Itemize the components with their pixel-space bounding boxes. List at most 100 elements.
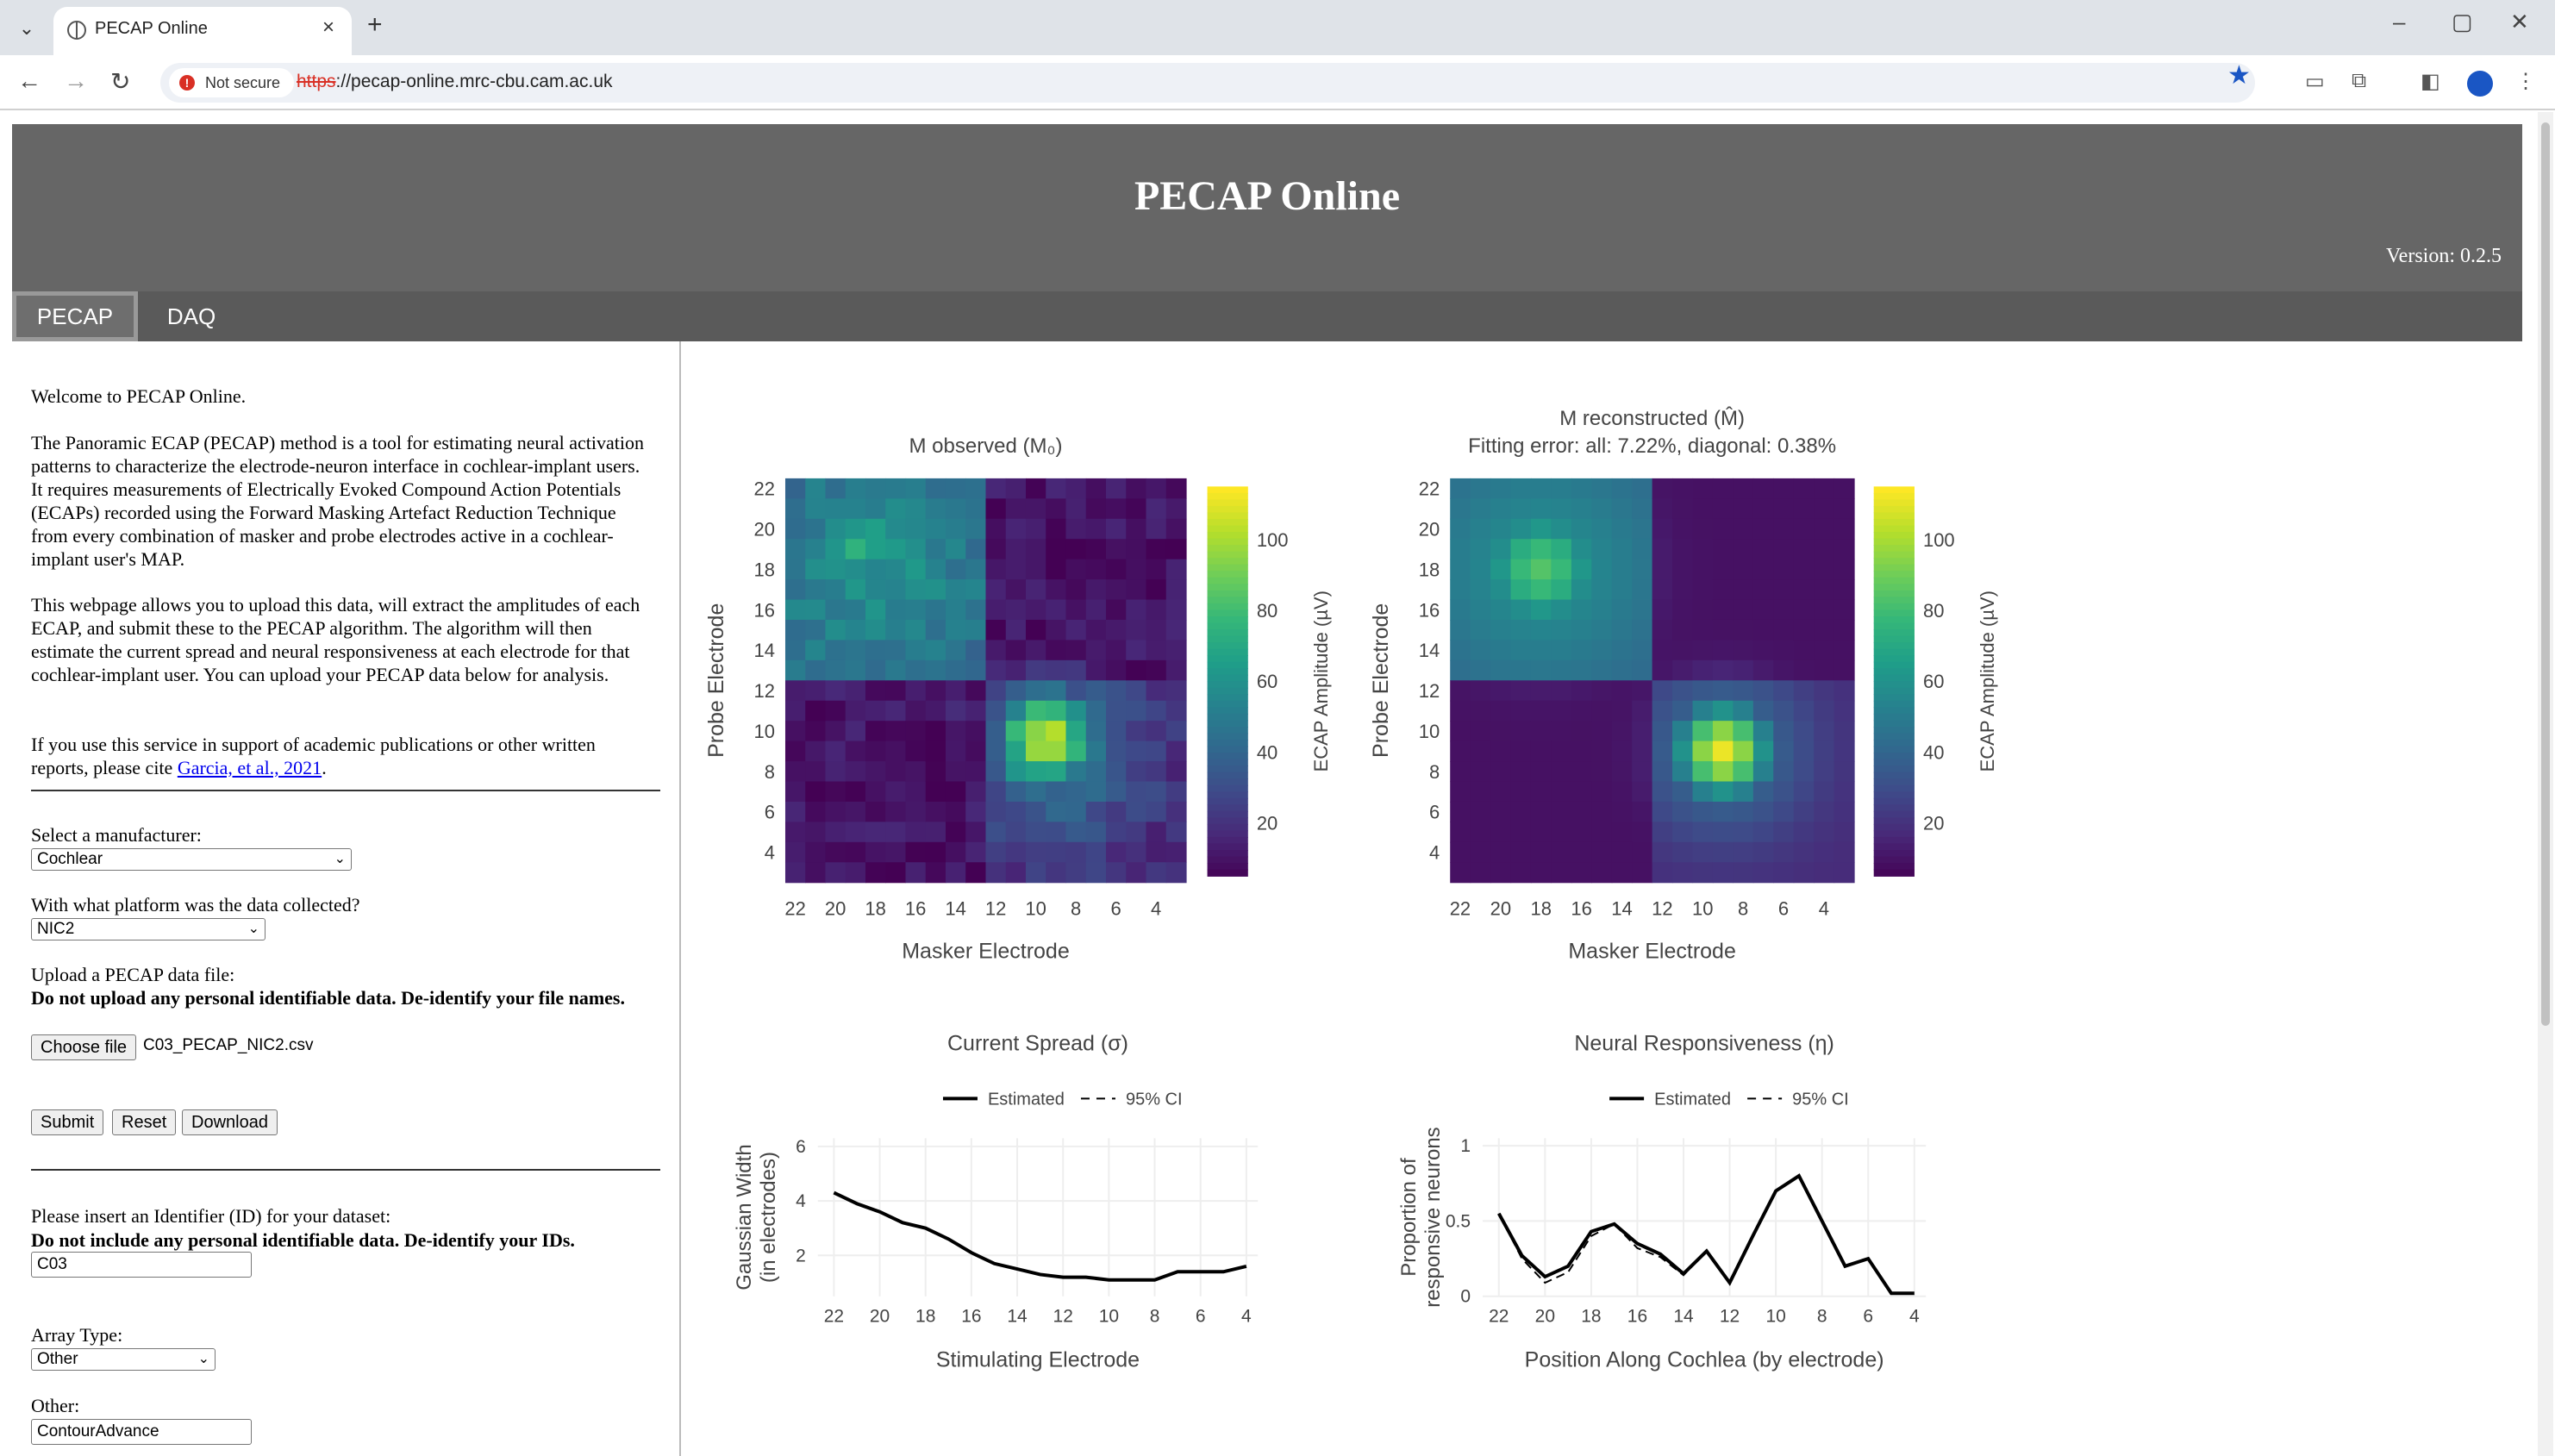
platform-value: NIC2 bbox=[37, 920, 75, 938]
series-line bbox=[1497, 1174, 1915, 1295]
heatmap-cell bbox=[1510, 801, 1532, 822]
heatmap-cell bbox=[1733, 579, 1754, 601]
heatmap-cell bbox=[1490, 841, 1512, 863]
forward-icon[interactable]: → bbox=[64, 67, 88, 94]
tab-search-chevron-icon[interactable]: ⌄ bbox=[18, 17, 35, 39]
folder-icon[interactable]: ▭ bbox=[2305, 70, 2325, 93]
heatmap-cell bbox=[1025, 498, 1046, 520]
heatmap-cell bbox=[985, 539, 1007, 560]
colorbar-segment bbox=[1873, 525, 1915, 533]
heatmap-cell bbox=[1025, 559, 1046, 580]
bookmark-star-icon[interactable]: ★ bbox=[2227, 61, 2251, 90]
heatmap-cell bbox=[905, 822, 927, 843]
tab-pecap[interactable]: PECAP bbox=[12, 291, 138, 341]
x-tick-label: 12 bbox=[1652, 898, 1672, 920]
address-bar[interactable]: ! Not secure https://pecap-online.mrc-cb… bbox=[160, 63, 2255, 103]
citation-link[interactable]: Garcia, et al., 2021 bbox=[177, 757, 322, 778]
colorbar-segment bbox=[1207, 713, 1248, 722]
heatmap-cell bbox=[1065, 619, 1087, 641]
close-tab-icon[interactable]: × bbox=[322, 16, 335, 39]
heatmap-cell bbox=[1712, 659, 1734, 681]
heatmap-cell bbox=[1510, 761, 1532, 783]
heatmap-cell bbox=[1490, 721, 1512, 742]
heatmap-cell bbox=[1752, 700, 1774, 722]
heatmap-cell bbox=[1632, 700, 1653, 722]
submit-button[interactable]: Submit bbox=[31, 1109, 104, 1135]
minimize-icon[interactable]: – bbox=[2393, 9, 2406, 34]
colorbar-segment bbox=[1873, 661, 1915, 669]
platform-select[interactable]: NIC2 ⌄ bbox=[31, 918, 265, 940]
tab-daq[interactable]: DAQ bbox=[166, 303, 216, 329]
heatmap-cell bbox=[1470, 518, 1491, 540]
new-tab-icon[interactable]: + bbox=[367, 10, 383, 39]
heatmap-cell bbox=[845, 579, 866, 601]
reload-icon[interactable]: ↻ bbox=[110, 68, 131, 95]
download-button[interactable]: Download bbox=[182, 1109, 278, 1135]
heatmap-cell bbox=[885, 801, 907, 822]
heatmap-cell bbox=[1733, 700, 1754, 722]
heatmap-cell bbox=[1591, 700, 1613, 722]
scrollbar-thumb[interactable] bbox=[2541, 122, 2550, 1026]
security-chip[interactable]: ! Not secure bbox=[169, 68, 295, 97]
heatmap-cell bbox=[1773, 761, 1795, 783]
heatmap-cell bbox=[1611, 680, 1633, 702]
heatmap-cell bbox=[965, 801, 987, 822]
heatmap-cell bbox=[784, 740, 806, 762]
colorbar-segment bbox=[1207, 720, 1248, 728]
heatmap-cell bbox=[1712, 680, 1734, 702]
reset-button[interactable]: Reset bbox=[112, 1109, 177, 1135]
heatmap-cell bbox=[805, 478, 827, 499]
heatmap-cell bbox=[1551, 539, 1572, 560]
heatmap-cell bbox=[1065, 740, 1087, 762]
profile-avatar-icon[interactable] bbox=[2467, 71, 2493, 97]
heatmap-cell bbox=[905, 599, 927, 621]
side-panel-icon[interactable]: ◧ bbox=[2421, 70, 2440, 93]
heatmap-cell bbox=[1571, 740, 1592, 762]
heatmap-cell bbox=[805, 700, 827, 722]
heatmap-cell bbox=[1611, 599, 1633, 621]
heatmap-cell bbox=[1712, 619, 1734, 641]
browser-tab[interactable]: PECAP Online × bbox=[53, 7, 352, 55]
heatmap-cell bbox=[1793, 559, 1815, 580]
heatmap-cell bbox=[1165, 721, 1187, 742]
heatmap-cell bbox=[1814, 761, 1835, 783]
menu-kebab-icon[interactable]: ⋮ bbox=[2515, 70, 2536, 93]
heatmap-cell bbox=[1530, 518, 1552, 540]
heatmap-cell bbox=[1652, 680, 1673, 702]
x-tick-label: 14 bbox=[945, 898, 965, 920]
heatmap-cell bbox=[845, 539, 866, 560]
heatmap-cell bbox=[1490, 619, 1512, 641]
url-text[interactable]: https://pecap-online.mrc-cbu.cam.ac.uk bbox=[297, 72, 613, 92]
heatmap-cell bbox=[1632, 680, 1653, 702]
colorbar-segment bbox=[1873, 609, 1915, 617]
heatmap-cell bbox=[865, 680, 886, 702]
heatmap-cell bbox=[1046, 599, 1067, 621]
heatmap-cell bbox=[865, 781, 886, 803]
close-window-icon[interactable]: ✕ bbox=[2510, 9, 2529, 34]
heatmap-cell bbox=[1833, 559, 1855, 580]
heatmap-cell bbox=[1005, 781, 1027, 803]
id-input[interactable]: C03 bbox=[31, 1252, 252, 1278]
upload-label: Upload a PECAP data file: bbox=[31, 964, 235, 985]
extensions-icon[interactable]: ⧉ bbox=[2352, 69, 2367, 92]
heatmap-cell bbox=[1692, 640, 1714, 661]
other-input[interactable]: ContourAdvance bbox=[31, 1419, 252, 1445]
maximize-icon[interactable]: ▢ bbox=[2452, 9, 2473, 34]
back-icon[interactable]: ← bbox=[17, 67, 41, 94]
heatmap-cell bbox=[1470, 801, 1491, 822]
heatmap-cell bbox=[1591, 801, 1613, 822]
heatmap-cell bbox=[1591, 841, 1613, 863]
array-type-select[interactable]: Other ⌄ bbox=[31, 1348, 216, 1371]
heatmap-cell bbox=[1085, 862, 1107, 884]
choose-file-button[interactable]: Choose file bbox=[31, 1034, 137, 1060]
manufacturer-select[interactable]: Cochlear ⌄ bbox=[31, 848, 352, 871]
colorbar-segment bbox=[1207, 551, 1248, 559]
heatmap-cell bbox=[825, 700, 846, 722]
heatmap-cell bbox=[845, 740, 866, 762]
chart-subtitle: Fitting error: all: 7.22%, diagonal: 0.3… bbox=[1468, 434, 1836, 458]
heatmap-cell bbox=[1470, 721, 1491, 742]
heatmap-cell bbox=[905, 740, 927, 762]
colorbar-segment bbox=[1207, 655, 1248, 663]
heatmap-cell bbox=[965, 640, 987, 661]
y-tick-label: 18 bbox=[753, 559, 774, 580]
